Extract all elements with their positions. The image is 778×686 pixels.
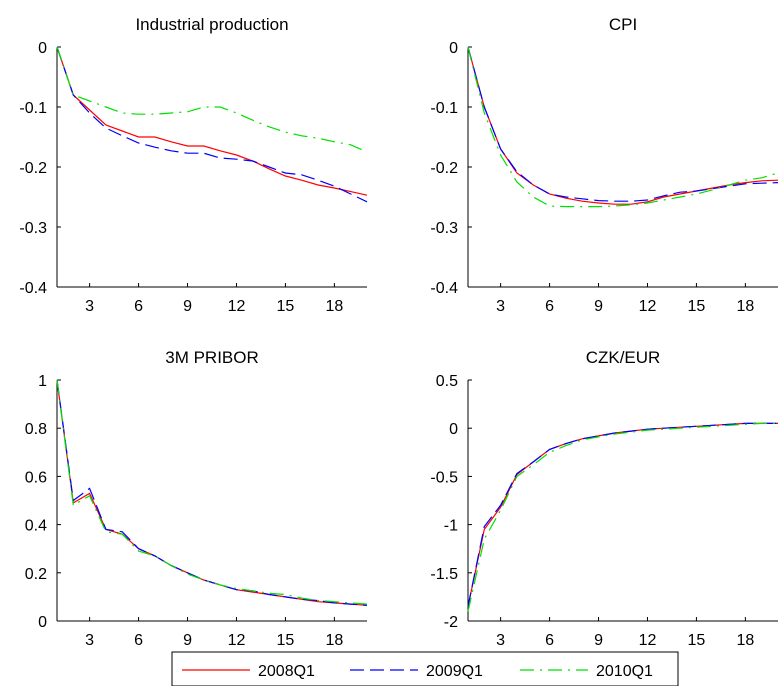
x-tick-label: 15	[277, 632, 295, 649]
y-tick-label: -2	[444, 614, 458, 631]
y-tick-label: 0.6	[25, 469, 47, 486]
x-tick-label: 15	[277, 298, 295, 315]
series-line-2009Q1	[56, 379, 368, 606]
panel-2: CPI 0 -0.1 -0.2 -0.3 -0.4 3 6 9 12 15 18	[430, 15, 778, 315]
legend-label-2008Q1: 2008Q1	[258, 663, 315, 680]
x-tick-label: 3	[496, 632, 505, 649]
series-line-2010Q1	[56, 46, 368, 153]
series-line-2010Q1	[467, 422, 778, 612]
y-tick-label: 0	[38, 40, 47, 57]
y-tick-label: 0.2	[25, 566, 47, 583]
y-tick-label: -0.5	[430, 469, 458, 486]
y-tick-label: -1	[444, 518, 458, 535]
y-tick-label: 0	[449, 40, 458, 57]
series-line-2009Q1	[467, 422, 778, 607]
y-tick-label: -0.1	[430, 100, 458, 117]
y-tick-label: -0.3	[430, 220, 458, 237]
x-tick-label: 9	[594, 298, 603, 315]
series-line-2008Q1	[56, 46, 368, 196]
chart-legend: 2008Q1 2009Q1 2010Q1	[171, 651, 679, 686]
y-tick-label: -0.4	[430, 280, 458, 297]
y-tick-label: 0.5	[436, 373, 458, 390]
panel-title: CPI	[609, 15, 637, 34]
x-tick-label: 9	[183, 298, 192, 315]
x-tick-label: 12	[228, 298, 246, 315]
panel-3: 3M PRIBOR 1 0.8 0.6 0.4 0.2 0 3 6 9 12 15 18	[25, 348, 368, 649]
x-tick-label: 3	[496, 298, 505, 315]
x-tick-label: 18	[736, 632, 754, 649]
panel-4: CZK/EUR 0.5 0 -0.5 -1 -1.5 -2 3 6 9 12 15 18	[430, 348, 778, 649]
x-tick-label: 12	[639, 298, 657, 315]
x-tick-label: 18	[736, 298, 754, 315]
x-tick-label: 18	[325, 298, 343, 315]
x-tick-label: 3	[85, 632, 94, 649]
y-tick-label: -0.4	[19, 280, 47, 297]
series-line-2008Q1	[467, 422, 778, 607]
series-line-2008Q1	[467, 46, 778, 205]
x-tick-label: 12	[228, 632, 246, 649]
y-tick-label: 0.4	[25, 518, 47, 535]
series-line-2009Q1	[56, 46, 368, 203]
panel-title: CZK/EUR	[586, 348, 661, 367]
series-line-2010Q1	[467, 46, 778, 208]
panel-1: Industrial production 0 -0.1 -0.2 -0.3 -0.4 3 6…	[19, 15, 368, 315]
legend-label-2010Q1: 2010Q1	[596, 663, 653, 680]
y-tick-label: 0.8	[25, 421, 47, 438]
y-tick-label: -1.5	[430, 566, 458, 583]
x-tick-label: 15	[688, 298, 706, 315]
x-tick-label: 15	[688, 632, 706, 649]
series-line-2009Q1	[467, 46, 778, 202]
x-tick-label: 9	[183, 632, 192, 649]
x-tick-label: 6	[545, 298, 554, 315]
chart-panels: Industrial production 0 -0.1 -0.2 -0.3 -0.4 3 6…	[19, 15, 778, 649]
x-tick-label: 6	[545, 632, 554, 649]
y-tick-label: 1	[38, 373, 47, 390]
x-tick-label: 3	[85, 298, 94, 315]
x-tick-label: 18	[325, 632, 343, 649]
series-line-2008Q1	[56, 379, 368, 606]
panel-title: 3M PRIBOR	[165, 348, 259, 367]
y-tick-label: -0.1	[19, 100, 47, 117]
series-line-2010Q1	[56, 379, 368, 605]
y-tick-label: -0.2	[19, 160, 47, 177]
legend-box	[171, 651, 679, 686]
panel-title: Industrial production	[135, 15, 288, 34]
x-tick-label: 6	[134, 298, 143, 315]
legend-label-2009Q1: 2009Q1	[426, 663, 483, 680]
y-tick-label: 0	[38, 614, 47, 631]
x-tick-label: 12	[639, 632, 657, 649]
y-tick-label: 0	[449, 421, 458, 438]
x-tick-label: 6	[134, 632, 143, 649]
y-tick-label: -0.3	[19, 220, 47, 237]
x-tick-label: 9	[594, 632, 603, 649]
y-tick-label: -0.2	[430, 160, 458, 177]
